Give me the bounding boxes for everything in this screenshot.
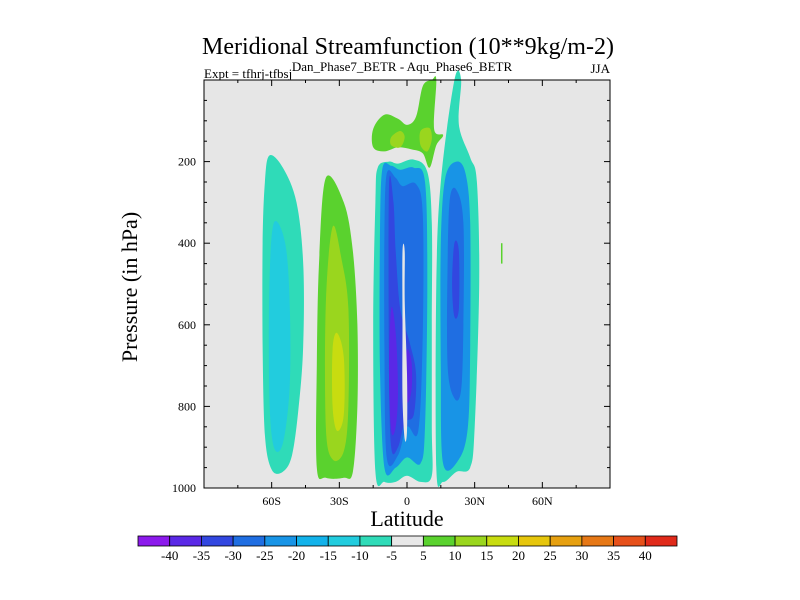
y-tick-label: 400 (178, 236, 196, 250)
colorbar-label: 40 (639, 548, 652, 563)
contour-region-upper-tropical-positive-core-2 (419, 127, 432, 152)
colorbar-label: -20 (288, 548, 305, 563)
colorbar-swatch (644, 535, 678, 547)
colorbar: -40 -35 -30 -25 -20 -15 -10 -5 5 10 15 20 25 30 35 40 (137, 535, 678, 563)
x-tick-label: 60N (532, 494, 553, 508)
colorbar-label: 10 (449, 548, 462, 563)
colorbar-label: -15 (320, 548, 337, 563)
contour-region-southern-outer-core (268, 220, 291, 452)
colorbar-label: -40 (161, 548, 178, 563)
experiment-label: Expt = tfhrj-tfbsj (204, 66, 292, 81)
y-tick-label: 1000 (172, 481, 196, 495)
colorbar-label: -10 (351, 548, 368, 563)
contour-region-hadley-deep-core (389, 306, 398, 436)
colorbar-swatch (232, 535, 266, 547)
contour-regions (262, 70, 480, 487)
colorbar-swatch (137, 535, 171, 547)
y-tick-label: 200 (178, 155, 196, 169)
colorbar-label: -30 (224, 548, 241, 563)
colorbar-swatch (359, 535, 393, 547)
colorbar-swatch (518, 535, 551, 547)
colorbar-label: 15 (480, 548, 493, 563)
x-tick-label: 0 (404, 494, 410, 508)
colorbar-swatch (549, 535, 583, 547)
x-tick-label: 30S (330, 494, 349, 508)
contour-region-upper-tropical-positive-core (390, 131, 405, 148)
colorbar-label: -35 (193, 548, 210, 563)
colorbar-label: -5 (386, 548, 397, 563)
contour-region-northern-cell-core (452, 240, 460, 319)
x-axis-label: Latitude (370, 506, 443, 531)
colorbar-label: 35 (607, 548, 620, 563)
y-tick-label: 800 (178, 399, 196, 413)
colorbar-label: -25 (256, 548, 273, 563)
colorbar-swatch (454, 535, 488, 547)
colorbar-swatch (486, 535, 519, 547)
season-label: JJA (590, 61, 610, 76)
colorbar-label: 25 (544, 548, 557, 563)
x-tick-label: 60S (262, 494, 281, 508)
chart-title: Meridional Streamfunction (10**9kg/m-2) (202, 34, 614, 60)
colorbar-swatch (296, 535, 329, 547)
contour-region-southern-ferrel-core (332, 332, 345, 432)
x-tick-label: 30N (464, 494, 485, 508)
contour-region-equatorial-gap (402, 243, 408, 442)
colorbar-swatch (169, 535, 202, 547)
colorbar-swatch (264, 535, 297, 547)
colorbar-label: 30 (575, 548, 588, 563)
chart-subtitle: Dan_Phase7_BETR - Aqu_Phase6_BETR (292, 59, 513, 74)
colorbar-swatch (201, 535, 234, 547)
colorbar-swatch (613, 535, 646, 547)
colorbar-label: 20 (512, 548, 525, 563)
y-tick-label: 600 (178, 318, 196, 332)
y-axis-label: Pressure (in hPa) (117, 212, 142, 362)
colorbar-label: 5 (420, 548, 427, 563)
axis-ticks: 60S 30S 0 30N 60N 200 400 600 800 1000 (172, 80, 610, 508)
colorbar-swatch (581, 535, 614, 547)
colorbar-swatch (391, 535, 424, 547)
colorbar-swatch (327, 535, 361, 547)
colorbar-swatch (422, 535, 456, 547)
